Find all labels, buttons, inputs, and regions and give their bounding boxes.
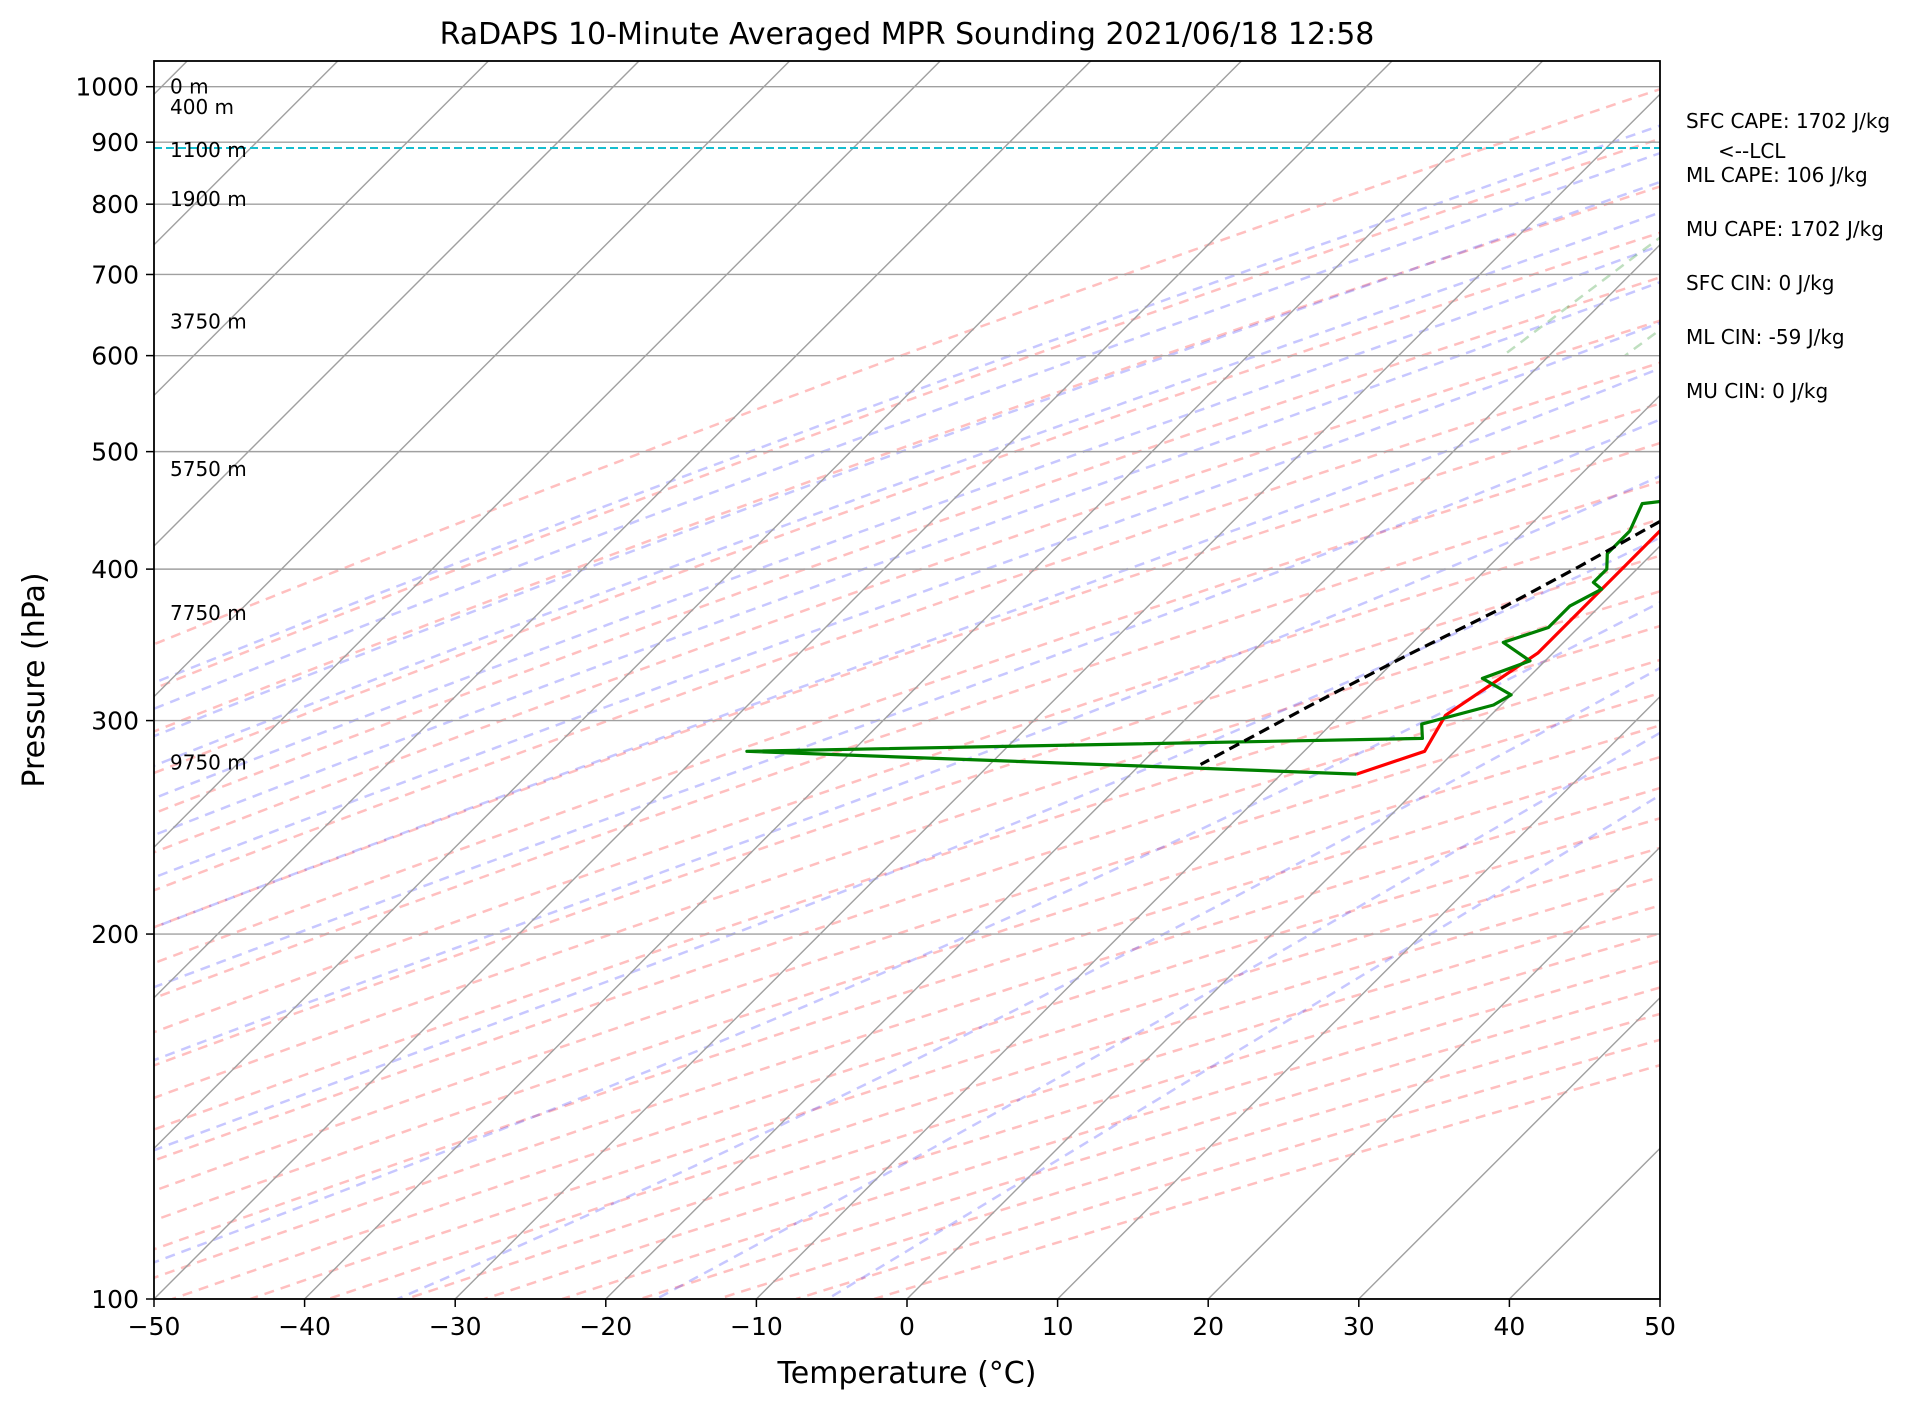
temperature-profile: [1356, 528, 1660, 776]
x-tick-label: 0: [899, 1312, 915, 1341]
dry-adiabat: [154, 554, 1660, 1067]
dry-adiabat: [154, 137, 1660, 690]
dewpoint-profile: [745, 499, 1660, 776]
moist-adiabat: [154, 124, 1660, 685]
stat-line: SFC CIN: 0 J/kg: [1686, 271, 1834, 295]
isotherm: [1358, 996, 1660, 1299]
moist-adiabat: [154, 601, 1660, 1264]
y-tick-label: 800: [91, 190, 139, 219]
sounding-profiles: [745, 499, 1660, 776]
lcl-label: <--LCL: [1718, 139, 1786, 163]
x-tick-label: 50: [1644, 1312, 1676, 1341]
x-axis-label: Temperature (°C): [777, 1356, 1037, 1391]
isotherm: [154, 61, 1242, 1150]
x-tick-label: −30: [429, 1312, 482, 1341]
dry-adiabat: [154, 402, 1660, 929]
dry-adiabat: [154, 361, 1660, 892]
x-tick-label: 20: [1192, 1312, 1224, 1341]
x-tick-label: 40: [1493, 1312, 1525, 1341]
x-tick-label: 10: [1042, 1312, 1074, 1341]
dry-adiabat: [154, 786, 1660, 1280]
dry-adiabat: [154, 590, 1660, 1100]
y-tick-label: 500: [91, 438, 139, 467]
height-label: 5750 m: [170, 457, 247, 481]
y-tick-label: 100: [91, 1285, 139, 1314]
stat-line: MU CAPE: 1702 J/kg: [1686, 217, 1884, 241]
y-tick-label: 600: [91, 342, 139, 371]
x-tick-label: −50: [128, 1312, 181, 1341]
height-label: 0 m: [170, 75, 209, 99]
x-tick-label: −40: [278, 1312, 331, 1341]
height-label: 7750 m: [170, 601, 247, 625]
isotherm: [154, 61, 640, 547]
dry-adiabat: [154, 319, 1660, 854]
dry-adiabat: [154, 87, 1660, 646]
isotherm: [304, 61, 1544, 1299]
isotherm: [154, 61, 1092, 999]
stat-line: ML CIN: -59 J/kg: [1686, 325, 1845, 349]
y-tick-label: 300: [91, 707, 139, 736]
isotherm: [154, 61, 791, 698]
chart-title: RaDAPS 10-Minute Averaged MPR Sounding 2…: [440, 17, 1375, 52]
height-label: 9750 m: [170, 751, 247, 775]
isotherm: [154, 61, 1393, 1299]
height-label: 400 m: [170, 95, 234, 119]
moist-adiabat: [154, 367, 1660, 929]
isotherm: [154, 61, 489, 397]
dry-adiabat: [154, 624, 1660, 1131]
y-tick-label: 900: [91, 128, 139, 157]
x-tick-label: 30: [1343, 1312, 1375, 1341]
isobar-gridlines: [154, 85, 1660, 1299]
height-label: 1100 m: [170, 138, 247, 162]
isotherm: [605, 243, 1660, 1299]
background-lines: [154, 61, 1660, 1299]
isotherm: [1207, 846, 1660, 1299]
y-axis-label: Pressure (hPa): [17, 572, 52, 787]
stat-line: SFC CAPE: 1702 J/kg: [1686, 109, 1890, 133]
y-axis-ticks: 1000 900 800 700 600 500 400 300 200 100: [75, 73, 154, 1314]
y-tick-label: 400: [91, 555, 139, 584]
y-tick-label: 700: [91, 260, 139, 289]
y-tick-label: 200: [91, 920, 139, 949]
x-tick-label: −20: [579, 1312, 632, 1341]
isotherm: [1057, 695, 1660, 1299]
x-axis-ticks: −50 −40 −30 −20 −10 0 10 20 30 40 50: [128, 1299, 1676, 1341]
dry-adiabat: [154, 185, 1660, 733]
stability-indices: SFC CAPE: 1702 J/kg ML CAPE: 106 J/kg MU C…: [1686, 109, 1890, 403]
isotherm: [906, 545, 1660, 1299]
moist-adiabat: [154, 180, 1660, 738]
isotherm: [755, 394, 1660, 1299]
dry-adiabat: [154, 755, 1660, 1251]
stat-line: MU CIN: 0 J/kg: [1686, 379, 1828, 403]
isotherm: [154, 61, 941, 849]
isotherm: [454, 93, 1660, 1299]
x-tick-label: −10: [730, 1312, 783, 1341]
y-tick-label: 1000: [75, 73, 139, 102]
stat-line: ML CAPE: 106 J/kg: [1686, 163, 1868, 187]
moist-adiabat: [826, 793, 1660, 1299]
height-label: 3750 m: [170, 310, 247, 334]
moist-adiabat: [154, 474, 1660, 1062]
height-label: 1900 m: [170, 187, 247, 211]
moist-adiabat: [396, 666, 1660, 1299]
